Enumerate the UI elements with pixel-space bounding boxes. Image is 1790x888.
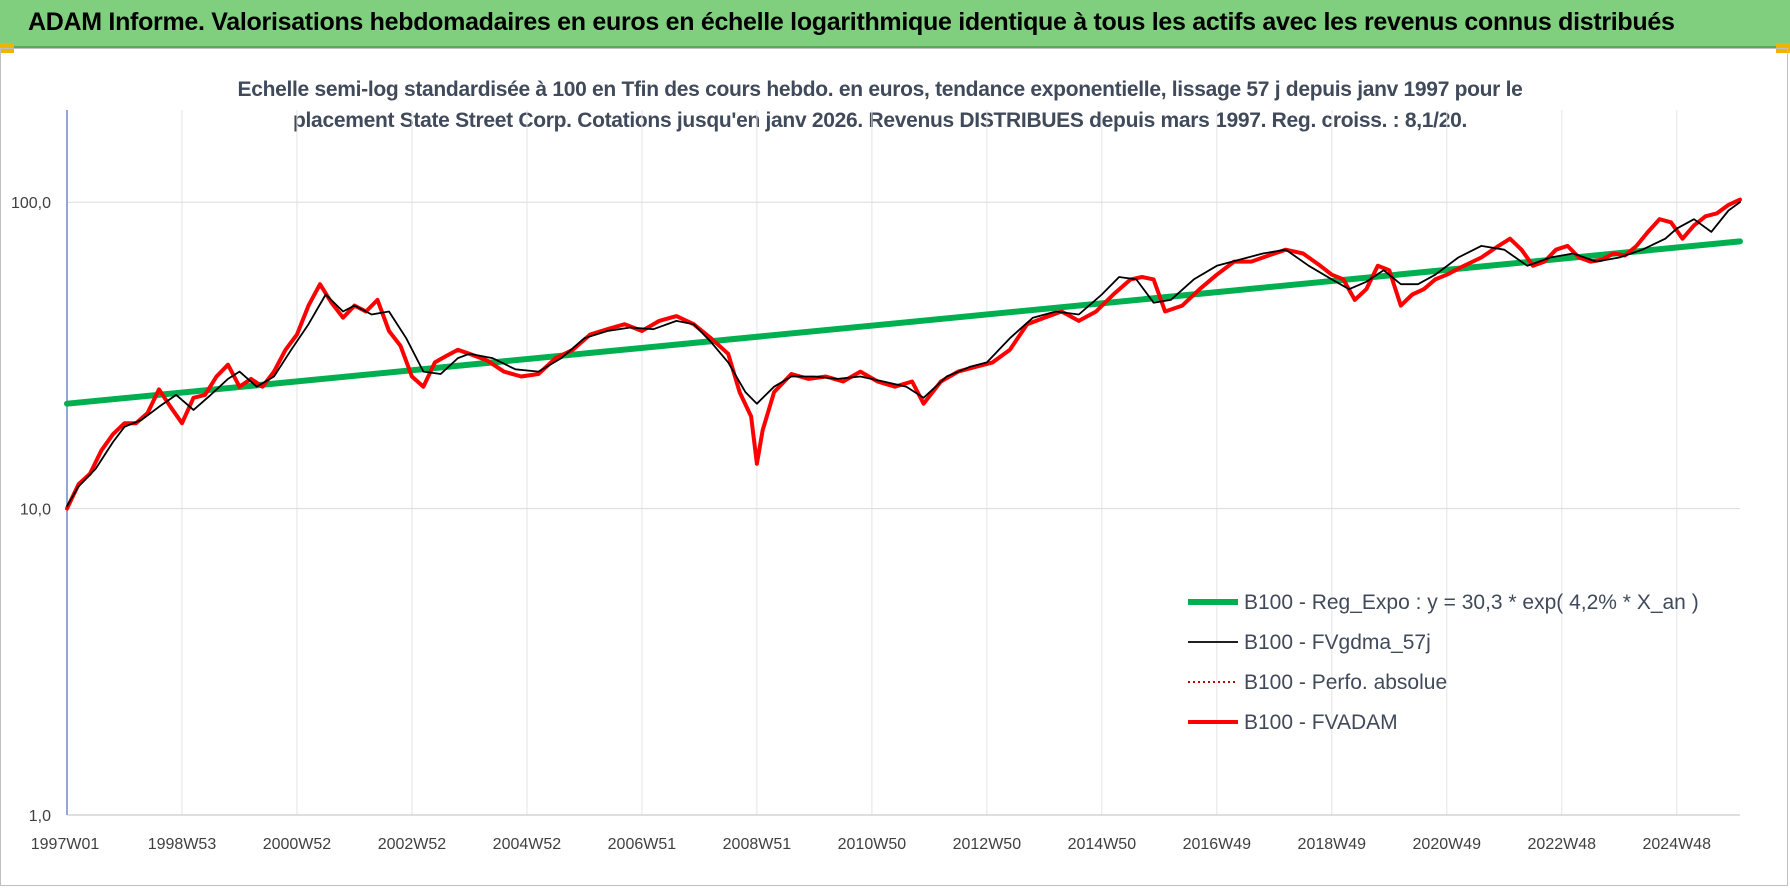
x-tick-label: 2012W50 (953, 836, 1022, 853)
legend-label-1: B100 - FVgdma_57j (1244, 631, 1431, 654)
x-tick-label: 2022W48 (1528, 836, 1597, 853)
x-tick-label: 2006W51 (608, 836, 677, 853)
x-tick-label: 2014W50 (1068, 836, 1137, 853)
x-tick-label: 2016W49 (1183, 836, 1252, 853)
page-title: ADAM Informe. Valorisations hebdomadaire… (28, 8, 1675, 36)
chart-subtitle-line1: Echelle semi-log standardisée à 100 en T… (237, 78, 1523, 101)
series-layer (64, 197, 1743, 511)
x-tick-label: 2000W52 (263, 836, 332, 853)
header-bar: ADAM Informe. Valorisations hebdomadaire… (0, 0, 1790, 48)
series-line-3 (65, 197, 1742, 511)
chart-subtitle-line2: placement State Street Corp. Cotations j… (293, 109, 1467, 132)
grid-layer (67, 110, 1740, 816)
x-tick-label: 2010W50 (838, 836, 907, 853)
y-tick-label: 10,0 (20, 502, 51, 519)
chart-legend: B100 - Reg_Expo : y = 30,3 * exp( 4,2% *… (1188, 591, 1699, 734)
x-tick-label: 2002W52 (378, 836, 447, 853)
x-tick-label: 1997W01 (31, 836, 100, 853)
x-tick-label: 2020W49 (1413, 836, 1482, 853)
x-tick-label: 2018W49 (1298, 836, 1367, 853)
series-line-0 (64, 238, 1743, 407)
y-tick-label: 100,0 (11, 195, 51, 212)
chart-subtitle: Echelle semi-log standardisée à 100 en T… (150, 74, 1610, 136)
x-tick-label: 2008W51 (723, 836, 792, 853)
legend-label-2: B100 - Perfo. absolue (1244, 671, 1447, 694)
axis-layer: 1,0 10,0 100,0 1997W01 1998W53 2000W52 2002W52… (11, 110, 1740, 853)
series-line-1 (66, 201, 1741, 507)
chart-frame (0, 48, 1788, 886)
legend-label-0: B100 - Reg_Expo : y = 30,3 * exp( 4,2% *… (1244, 591, 1699, 614)
x-tick-label: 2024W48 (1643, 836, 1712, 853)
x-tick-label: 2004W52 (493, 836, 562, 853)
x-tick-label: 1998W53 (148, 836, 217, 853)
y-tick-label: 1,0 (29, 808, 51, 825)
legend-label-3: B100 - FVADAM (1244, 711, 1398, 734)
